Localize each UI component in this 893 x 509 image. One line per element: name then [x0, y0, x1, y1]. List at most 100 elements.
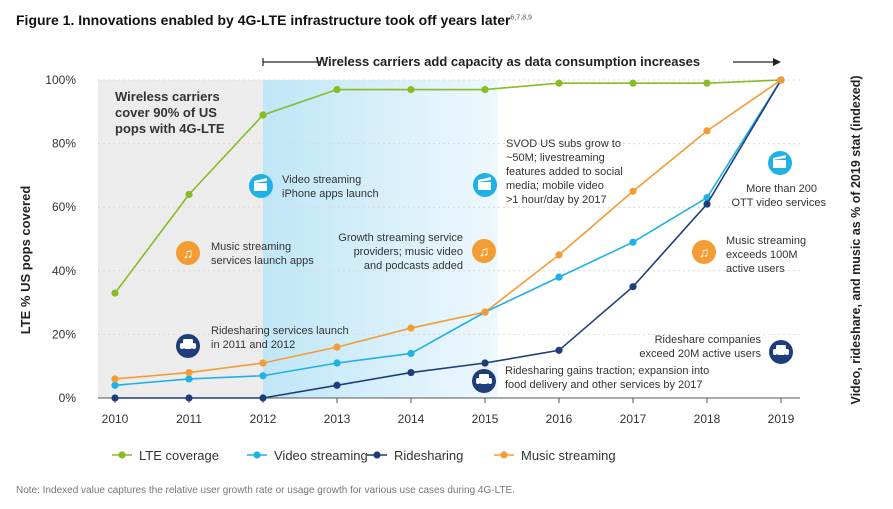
svg-text:Video streaming: Video streaming — [282, 174, 361, 186]
svg-text:~50M; livestreaming: ~50M; livestreaming — [506, 152, 605, 164]
y-tick-label: 20% — [52, 327, 76, 341]
data-point-lte — [555, 79, 563, 87]
svg-text:♫: ♫ — [479, 243, 490, 259]
coverage-annotation: Wireless carriers cover 90% of US pops w… — [115, 89, 225, 136]
car-icon-3 — [769, 340, 793, 364]
svg-text:Music streaming: Music streaming — [726, 235, 806, 247]
video-icon-2 — [473, 173, 497, 197]
data-point-lte — [259, 111, 267, 119]
legend-swatch-marker — [373, 451, 381, 459]
data-point-ride — [481, 359, 489, 367]
data-point-ride — [333, 381, 341, 389]
data-point-ride — [259, 394, 267, 402]
y-tick-label: 100% — [45, 73, 76, 87]
data-point-music — [481, 308, 489, 316]
video-icon-3 — [768, 151, 792, 175]
svg-text:exceed 20M active users: exceed 20M active users — [639, 348, 761, 360]
data-point-video — [259, 372, 267, 380]
data-point-music — [555, 251, 563, 259]
y-axis-ticks: 0% 20% 40% 60% 80% 100% — [45, 73, 76, 405]
series-line-lte — [114, 79, 782, 294]
music-icon-3: ♫ — [692, 240, 716, 264]
data-point-video — [629, 238, 637, 246]
ridesharing-traction-annotation: Ridesharing gains traction; expansion in… — [472, 365, 709, 393]
data-point-lte — [481, 85, 489, 94]
data-point-music — [777, 76, 785, 84]
data-point-lte — [703, 79, 711, 87]
svg-text:and podcasts added: and podcasts added — [364, 260, 463, 272]
data-point-music — [333, 343, 341, 351]
svg-text:OTT video services: OTT video services — [731, 197, 826, 209]
data-point-video — [407, 349, 415, 358]
data-point-lte — [629, 79, 637, 87]
car-icon-2 — [472, 369, 496, 393]
svg-text:in 2011 and 2012: in 2011 and 2012 — [211, 339, 295, 351]
svg-text:services launch apps: services launch apps — [211, 255, 314, 267]
svg-text:exceeds 100M: exceeds 100M — [726, 249, 798, 261]
x-tick-label: 2012 — [250, 412, 277, 426]
y-axis-label: LTE % US pops covered — [18, 186, 33, 335]
data-point-ride — [703, 200, 711, 208]
series-line-video — [114, 79, 782, 387]
svg-text:iPhone apps launch: iPhone apps launch — [282, 188, 379, 200]
data-point-music — [703, 127, 711, 135]
series-line-ride — [115, 79, 782, 399]
svg-text:pops with 4G-LTE: pops with 4G-LTE — [115, 121, 225, 136]
capacity-banner: Wireless carriers add capacity as data c… — [262, 54, 781, 69]
data-point-lte — [407, 85, 415, 94]
series-line-music — [114, 79, 782, 380]
svg-text:>1 hour/day by 2017: >1 hour/day by 2017 — [506, 194, 607, 206]
svg-text:Wireless carriers: Wireless carriers — [115, 89, 220, 104]
x-tick-label: 2016 — [546, 412, 573, 426]
svg-text:media; mobile video: media; mobile video — [506, 180, 604, 192]
figure-title: Figure 1. Innovations enabled by 4G-LTE … — [16, 12, 532, 28]
y-tick-label: 40% — [52, 264, 76, 278]
svg-text:SVOD US subs grow to: SVOD US subs grow to — [506, 138, 621, 150]
svg-text:features added to social: features added to social — [506, 166, 623, 178]
y-tick-label: 80% — [52, 137, 76, 151]
x-tick-label: 2019 — [768, 412, 795, 426]
video-iphone-annotation: Video streaming iPhone apps launch — [249, 174, 379, 200]
legend-swatch-marker — [253, 451, 261, 459]
svod-annotation: SVOD US subs grow to ~50M; livestreaming… — [506, 138, 623, 206]
svg-text:Ridesharing gains traction; ex: Ridesharing gains traction; expansion in… — [505, 365, 709, 377]
x-axis-ticks: 2010 2011 2012 2013 2014 2015 2016 2017 2018 2019 — [102, 398, 795, 426]
x-tick-label: 2017 — [620, 412, 647, 426]
x-tick-label: 2018 — [694, 412, 721, 426]
data-point-music — [629, 187, 637, 195]
svg-text:Growth streaming service: Growth streaming service — [338, 232, 463, 244]
svg-text:providers; music video: providers; music video — [354, 246, 463, 258]
y-axis-label-right: Video, rideshare, and music as % of 2019… — [849, 75, 863, 404]
legend-swatch-marker — [500, 451, 508, 459]
data-point-music — [185, 368, 193, 377]
data-point-music — [259, 359, 267, 367]
x-tick-label: 2015 — [472, 412, 499, 426]
data-point-music — [407, 324, 415, 332]
x-tick-label: 2014 — [398, 412, 425, 426]
data-point-ride — [407, 368, 415, 377]
rideshare-20m-annotation: Rideshare companies exceed 20M active us… — [639, 334, 793, 364]
data-point-ride — [111, 394, 119, 402]
video-icon — [249, 174, 273, 198]
growth-streaming-annotation: Growth streaming service providers; musi… — [338, 232, 463, 272]
data-point-lte — [333, 85, 341, 94]
y-tick-label: 60% — [52, 200, 76, 214]
svg-text:Rideshare companies: Rideshare companies — [655, 334, 762, 346]
data-point-ride — [629, 283, 637, 291]
data-point-music — [111, 375, 119, 383]
legend-entry: Music streaming — [521, 448, 616, 463]
ridesharing-launch-annotation: Ridesharing services launch in 2011 and … — [176, 325, 349, 358]
data-point-ride — [555, 346, 563, 354]
svg-text:♫: ♫ — [183, 245, 194, 261]
car-icon — [176, 334, 200, 358]
svg-text:More than 200: More than 200 — [746, 183, 817, 195]
title-superscript: 6,7,8,9 — [510, 14, 532, 22]
footnote: Note: Indexed value captures the relativ… — [16, 485, 515, 496]
data-point-video — [185, 375, 193, 383]
legend-entry: Video streaming — [274, 448, 368, 463]
music-icon-2: ♫ — [472, 239, 496, 263]
legend-entry: Ridesharing — [394, 448, 463, 463]
x-tick-label: 2010 — [102, 412, 129, 426]
capacity-banner-text: Wireless carriers add capacity as data c… — [316, 54, 700, 69]
